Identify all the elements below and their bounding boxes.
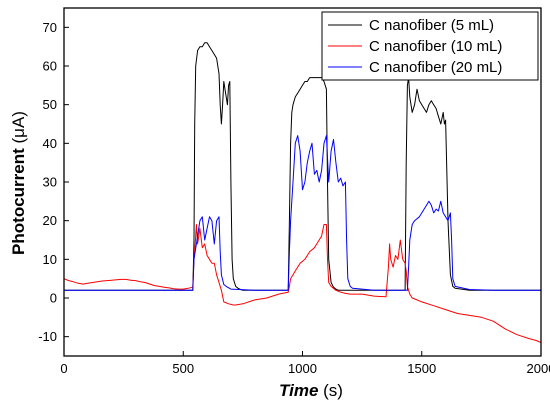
series-line-3 [64, 135, 541, 291]
y-tick-label: 70 [43, 20, 57, 35]
axis-layer: 0 500 1000 1500 2000 -10 0 10 20 30 40 50 60 70 [38, 20, 550, 376]
y-tick-label: 60 [43, 59, 57, 74]
y-tick-label: 50 [43, 97, 57, 112]
legend-label-2: C nanofiber (10 mL) [369, 38, 502, 55]
y-tick-label: 10 [43, 252, 57, 267]
series-line-1 [64, 42, 541, 291]
x-tick-label: 1000 [288, 361, 317, 376]
legend-label-1: C nanofiber (5 mL) [369, 17, 494, 34]
x-tick-label: 2000 [527, 361, 550, 376]
x-axis-title-main: Time [279, 381, 318, 400]
series-layer [64, 42, 541, 343]
x-tick-label: 500 [172, 361, 194, 376]
x-axis-title: Time (s) [279, 381, 343, 400]
y-axis-title-unit: (μA) [9, 111, 28, 148]
x-tick-label: 1500 [407, 361, 436, 376]
y-tick-label: 30 [43, 175, 57, 190]
legend-label-3: C nanofiber (20 mL) [369, 59, 502, 76]
x-axis-title-unit: (s) [318, 381, 343, 400]
y-axis-title-main: Photocurrent [9, 148, 28, 255]
y-tick-label: -10 [38, 329, 57, 344]
legend: C nanofiber (5 mL) C nanofiber (10 mL) C… [321, 11, 539, 81]
x-tick-label: 0 [60, 361, 67, 376]
series-line-2 [64, 224, 541, 343]
y-tick-label: 40 [43, 136, 57, 151]
y-tick-label: 20 [43, 213, 57, 228]
y-axis-title: Photocurrent (μA) [9, 111, 28, 255]
y-tick-label: 0 [50, 291, 57, 306]
